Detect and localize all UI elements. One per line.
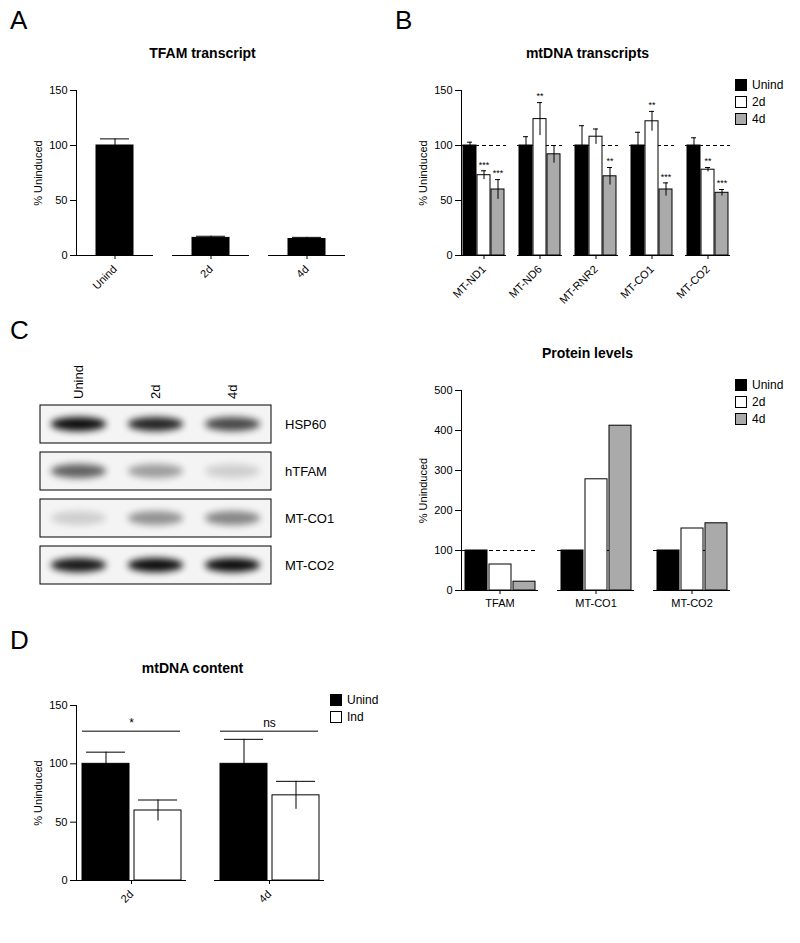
svg-text:*: *: [129, 716, 134, 730]
svg-text:***: ***: [479, 160, 490, 170]
html-text:TFAM transcript: TFAM transcript: [149, 45, 256, 61]
svg-text:***: ***: [493, 168, 504, 178]
svg-text:4d: 4d: [294, 263, 311, 280]
svg-text:50: 50: [440, 194, 452, 206]
svg-text:0: 0: [61, 874, 67, 886]
svg-text:MT-ND1: MT-ND1: [450, 263, 487, 300]
svg-text:Unind: Unind: [90, 263, 119, 292]
html-text:4d: 4d: [752, 412, 766, 426]
svg-text:150: 150: [434, 84, 452, 96]
svg-text:**: **: [648, 100, 656, 110]
svg-text:150: 150: [49, 699, 67, 711]
svg-text:**: **: [606, 156, 614, 166]
html-text:Ind: Ind: [347, 710, 364, 724]
svg-text:100: 100: [434, 139, 452, 151]
svg-text:150: 150: [49, 84, 67, 96]
svg-text:**: **: [536, 91, 544, 101]
svg-text:400: 400: [434, 424, 452, 436]
svg-text:% Uninduced: % Uninduced: [417, 140, 429, 205]
svg-text:0: 0: [446, 249, 452, 261]
svg-text:50: 50: [55, 816, 67, 828]
svg-text:2d: 2d: [198, 263, 215, 280]
svg-text:% Uninduced: % Uninduced: [417, 458, 429, 523]
html-text:A: A: [10, 5, 28, 35]
svg-text:0: 0: [61, 249, 67, 261]
html-text:C: C: [10, 315, 29, 345]
svg-text:2d: 2d: [118, 888, 135, 905]
svg-text:MT-CO2: MT-CO2: [285, 558, 334, 573]
svg-text:4d: 4d: [225, 385, 240, 399]
svg-text:2d: 2d: [148, 385, 163, 399]
svg-text:MT-RNR2: MT-RNR2: [557, 263, 600, 306]
html-text:2d: 2d: [752, 95, 766, 109]
svg-text:500: 500: [434, 384, 452, 396]
svg-text:100: 100: [434, 544, 452, 556]
html-text:2d: 2d: [752, 395, 766, 409]
svg-text:MT-CO1: MT-CO1: [618, 263, 656, 301]
svg-text:100: 100: [49, 139, 67, 151]
svg-text:MT-CO2: MT-CO2: [674, 263, 712, 301]
html-text:Protein levels: Protein levels: [542, 345, 633, 361]
svg-text:Unind: Unind: [71, 365, 86, 399]
svg-text:MT-ND6: MT-ND6: [506, 263, 543, 300]
html-text:B: B: [395, 5, 413, 35]
svg-text:ns: ns: [263, 716, 276, 730]
svg-text:200: 200: [434, 504, 452, 516]
svg-text:MT-CO1: MT-CO1: [575, 597, 617, 609]
svg-text:4d: 4d: [256, 888, 273, 905]
svg-text:MT-CO1: MT-CO1: [285, 511, 334, 526]
html-text:D: D: [10, 625, 29, 655]
svg-text:50: 50: [55, 194, 67, 206]
svg-text:100: 100: [49, 757, 67, 769]
svg-text:% Uninduced: % Uninduced: [32, 760, 44, 825]
svg-text:***: ***: [661, 172, 672, 182]
svg-text:300: 300: [434, 464, 452, 476]
svg-text:***: ***: [717, 178, 728, 188]
svg-text:**: **: [704, 156, 712, 166]
html-text:Unind: Unind: [752, 78, 784, 92]
svg-text:0: 0: [446, 584, 452, 596]
html-text:mtDNA transcripts: mtDNA transcripts: [525, 45, 650, 61]
svg-text:TFAM: TFAM: [485, 597, 514, 609]
html-text:mtDNA content: mtDNA content: [141, 660, 244, 676]
svg-text:HSP60: HSP60: [285, 417, 326, 432]
svg-text:hTFAM: hTFAM: [285, 464, 327, 479]
html-text:4d: 4d: [752, 112, 766, 126]
svg-text:MT-CO2: MT-CO2: [671, 597, 713, 609]
html-text:Unind: Unind: [752, 378, 784, 392]
html-text:Unind: Unind: [347, 693, 379, 707]
svg-text:% Uninduced: % Uninduced: [32, 140, 44, 205]
